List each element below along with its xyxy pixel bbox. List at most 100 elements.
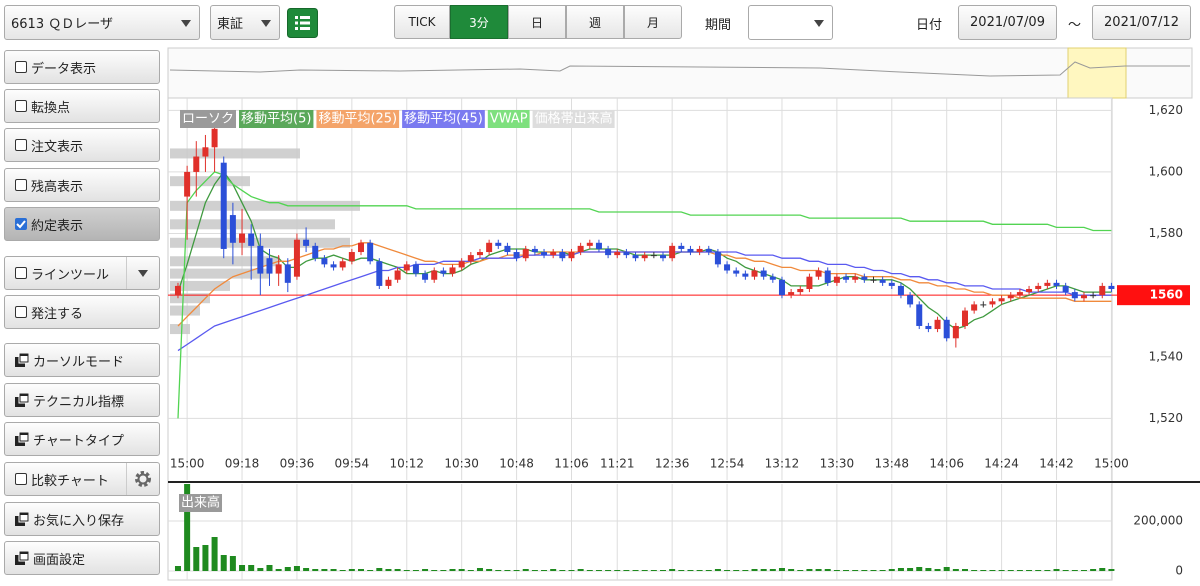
candle-body xyxy=(239,233,246,243)
market-select[interactable]: 東証 xyxy=(210,5,280,40)
x-tick-label: 15:00 xyxy=(170,457,205,471)
sidebar-button[interactable]: 発注する xyxy=(4,295,160,329)
indicator-line xyxy=(177,251,1112,352)
legend-label: 移動平均(5) xyxy=(241,112,311,127)
candle-body xyxy=(852,276,859,280)
date-from-text: 2021/07/09 xyxy=(970,15,1045,30)
candle-body xyxy=(431,270,438,280)
candle-body xyxy=(513,252,520,259)
candle-body xyxy=(568,252,575,259)
sidebar-button[interactable]: データ表示 xyxy=(4,50,160,84)
volume-bar xyxy=(742,570,749,571)
candle-body xyxy=(1026,289,1033,293)
dropdown-button[interactable] xyxy=(126,257,159,289)
interval-button[interactable]: 月 xyxy=(624,5,682,39)
candle-body xyxy=(595,242,602,249)
candle-body xyxy=(248,233,255,246)
candle-body xyxy=(605,248,612,256)
volume-bar xyxy=(339,570,346,571)
candle-body xyxy=(367,242,374,262)
sidebar-button[interactable]: ラインツール xyxy=(4,256,160,290)
window-icon xyxy=(15,512,29,526)
candle-body xyxy=(1071,292,1078,299)
candle-body xyxy=(660,255,667,259)
sidebar-label: 発注する xyxy=(31,306,84,322)
price-volume-bar xyxy=(170,268,270,279)
date-from[interactable]: 2021/07/09 xyxy=(958,5,1057,40)
candle-body xyxy=(467,255,474,262)
volume-bar xyxy=(1099,568,1106,571)
volume-bar xyxy=(861,570,868,571)
volume-bar xyxy=(431,570,438,571)
candle-body xyxy=(934,319,941,330)
candle-body xyxy=(486,242,493,253)
y-tick-label: 1,580 xyxy=(1149,226,1183,240)
volume-bar xyxy=(504,570,511,571)
volume-bar xyxy=(1090,569,1097,571)
candle-body xyxy=(632,255,639,259)
interval-button[interactable]: 日 xyxy=(508,5,566,39)
sidebar-button[interactable]: お気に入り保存 xyxy=(4,502,160,536)
candle-body xyxy=(1035,285,1042,289)
volume-bar xyxy=(293,566,300,571)
navigator[interactable] xyxy=(167,47,1193,99)
sidebar-button[interactable]: 約定表示 xyxy=(4,207,160,241)
volume-bar xyxy=(815,569,822,571)
sidebar-button[interactable]: テクニカル指標 xyxy=(4,383,160,417)
price-volume-bar xyxy=(170,176,250,187)
window-icon xyxy=(15,432,29,446)
sidebar-button[interactable]: カーソルモード xyxy=(4,343,160,377)
volume-bar xyxy=(1062,570,1069,571)
legend-label: ローソク xyxy=(182,112,234,127)
volume-bar xyxy=(476,568,483,571)
x-tick-label: 15:00 xyxy=(1094,457,1129,471)
dropdown-glyph xyxy=(138,270,148,277)
navigator-window[interactable] xyxy=(1067,47,1127,99)
candle-body xyxy=(989,301,996,305)
volume-bar xyxy=(385,569,392,571)
y-tick-label: 1,600 xyxy=(1149,164,1183,178)
sidebar-button[interactable]: 画面設定 xyxy=(4,541,160,575)
candle-body xyxy=(412,264,419,274)
candle-body xyxy=(897,285,904,296)
symbol-select[interactable]: 6613 ＱＤレーザ xyxy=(4,5,200,40)
volume-bar xyxy=(879,570,886,571)
candle-body xyxy=(751,270,758,277)
gear-button[interactable] xyxy=(126,463,159,495)
interval-button[interactable]: TICK xyxy=(394,5,450,39)
volume-bar xyxy=(486,569,493,571)
interval-button[interactable]: 週 xyxy=(566,5,624,39)
window-glyph xyxy=(15,353,29,367)
volume-bar xyxy=(211,537,218,571)
period-select[interactable] xyxy=(748,5,833,40)
sidebar-button[interactable]: 比較チャート xyxy=(4,462,160,496)
interval-button[interactable]: 3分 xyxy=(450,5,508,39)
window-glyph xyxy=(15,512,29,526)
sidebar-button[interactable]: チャートタイプ xyxy=(4,422,160,456)
volume-bar xyxy=(541,570,548,571)
date-to[interactable]: 2021/07/12 xyxy=(1092,5,1191,40)
volume-bar xyxy=(1007,570,1014,571)
volume-bar xyxy=(330,569,337,571)
list-button[interactable] xyxy=(287,8,318,38)
candle-body xyxy=(815,270,822,277)
volume-bar xyxy=(852,570,859,571)
volume-bar xyxy=(870,570,877,571)
candle-body xyxy=(980,304,987,306)
volume-bar xyxy=(367,570,374,571)
candle-body xyxy=(1016,292,1023,296)
period-label: 期間 xyxy=(705,18,732,33)
candle-body xyxy=(376,261,383,286)
sidebar-button[interactable]: 残高表示 xyxy=(4,168,160,202)
sidebar-button[interactable]: 転換点 xyxy=(4,89,160,123)
volume-bar xyxy=(202,545,209,571)
date-label: 日付 xyxy=(916,18,943,33)
checkbox xyxy=(15,61,27,73)
candle-body xyxy=(541,252,548,256)
sidebar-button[interactable]: 注文表示 xyxy=(4,128,160,162)
x-tick-label: 11:06 xyxy=(554,457,589,471)
sidebar-label: テクニカル指標 xyxy=(33,394,125,410)
date-to-text: 2021/07/12 xyxy=(1104,15,1179,30)
x-tick-label: 10:12 xyxy=(389,457,424,471)
